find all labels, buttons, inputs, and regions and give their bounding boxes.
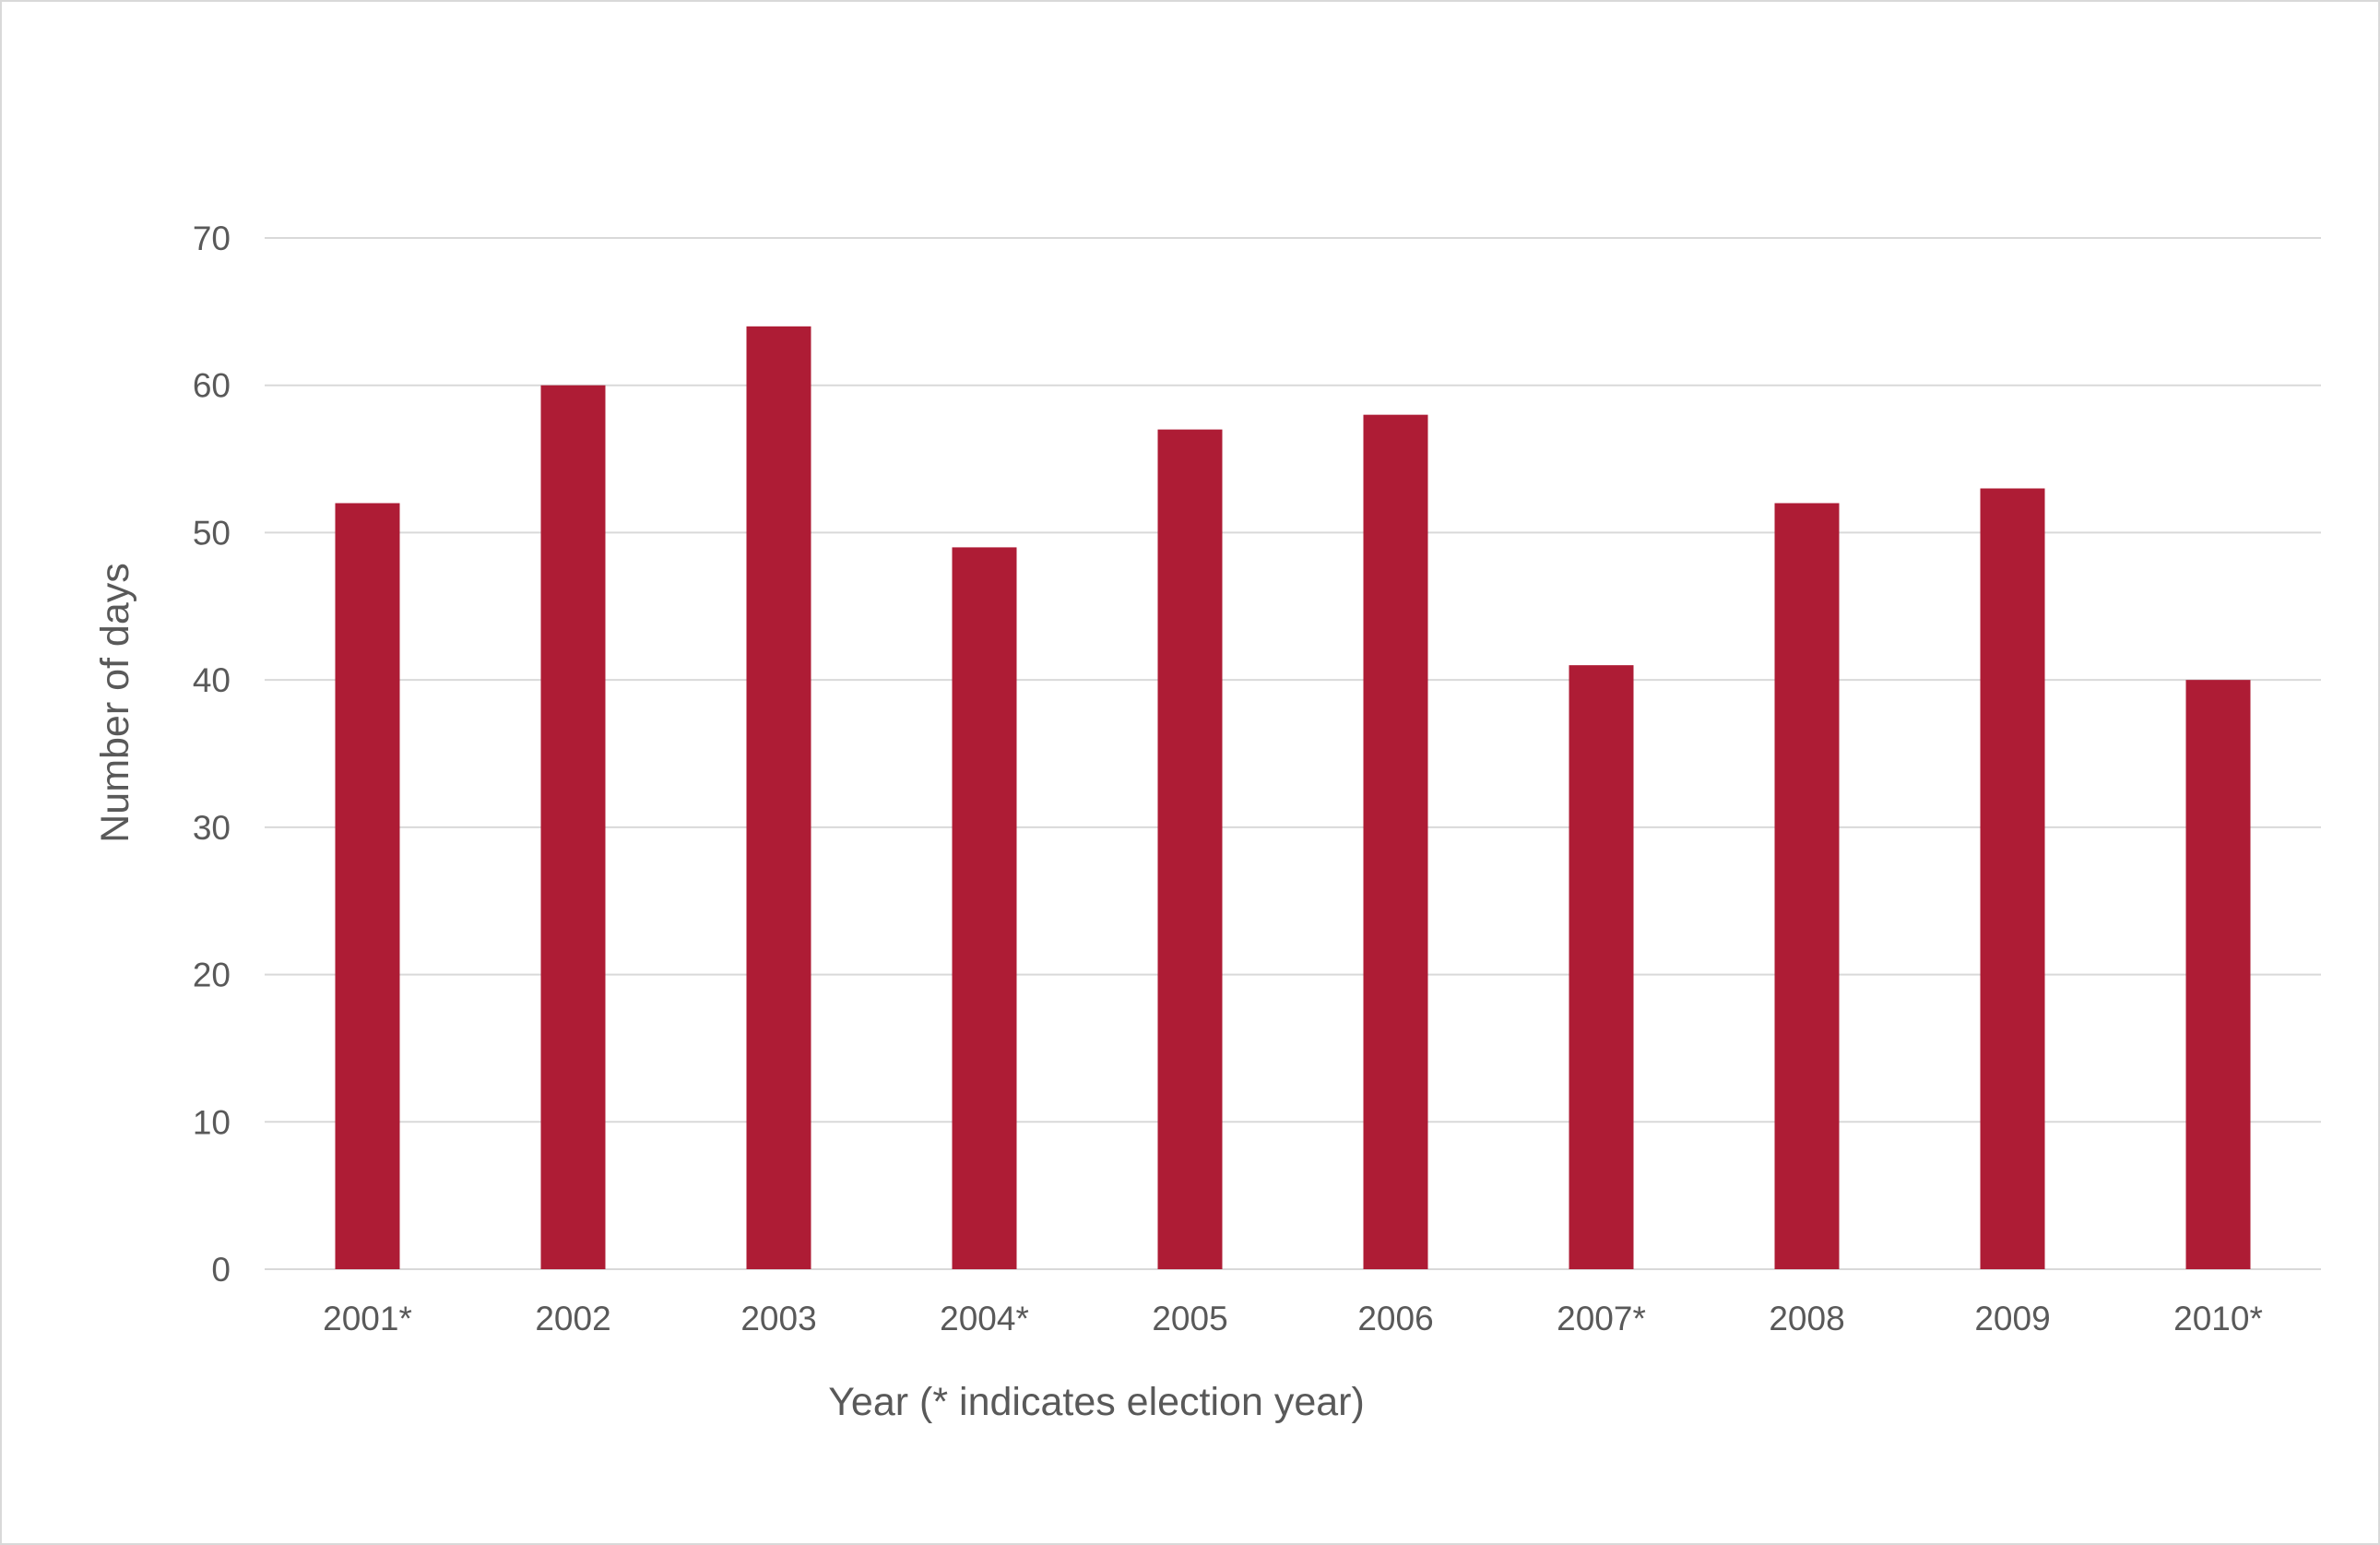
- x-tick-label: 2007*: [1557, 1300, 1646, 1337]
- x-tick-label: 2009: [1974, 1300, 2050, 1337]
- y-axis-ticks: 0 10 20 30 40 50 60 70: [193, 220, 231, 1289]
- y-tick-label: 50: [193, 514, 231, 552]
- x-axis-title: Year (* indicates election year): [828, 1380, 1365, 1424]
- y-tick-label: 70: [193, 220, 231, 257]
- bar-2005: [1157, 429, 1223, 1270]
- y-axis-title: Number of days: [93, 563, 137, 843]
- bar-2008: [1774, 503, 1840, 1269]
- gridlines: [265, 237, 2321, 1270]
- y-tick-label: 40: [193, 661, 231, 699]
- x-tick-label: 2005: [1152, 1300, 1227, 1337]
- bar-2009: [1980, 488, 2045, 1269]
- x-axis-ticks: 2001* 2002 2003 2004* 2005 2006 2007* 2008 2009 2…: [323, 1300, 2263, 1337]
- bar-2004-election: [952, 547, 1017, 1269]
- x-tick-label: 2006: [1357, 1300, 1433, 1337]
- x-tick-label: 2001*: [323, 1300, 412, 1337]
- bar-2006: [1363, 414, 1428, 1270]
- bar-2002: [540, 385, 606, 1269]
- x-tick-label: 2003: [740, 1300, 816, 1337]
- y-tick-label: 0: [211, 1251, 231, 1289]
- x-tick-label: 2004*: [940, 1300, 1029, 1337]
- bar-2010-election: [2185, 680, 2251, 1269]
- y-tick-label: 60: [193, 367, 231, 405]
- x-tick-label: 2010*: [2173, 1300, 2263, 1337]
- x-tick-label: 2008: [1769, 1300, 1844, 1337]
- bar-2007-election: [1569, 665, 1634, 1269]
- x-tick-label: 2002: [535, 1300, 610, 1337]
- bars: [335, 326, 2251, 1270]
- y-tick-label: 20: [193, 957, 231, 994]
- bar-2001-election: [335, 503, 400, 1269]
- y-tick-label: 30: [193, 809, 231, 847]
- bar-2003: [746, 326, 811, 1269]
- y-tick-label: 10: [193, 1103, 231, 1141]
